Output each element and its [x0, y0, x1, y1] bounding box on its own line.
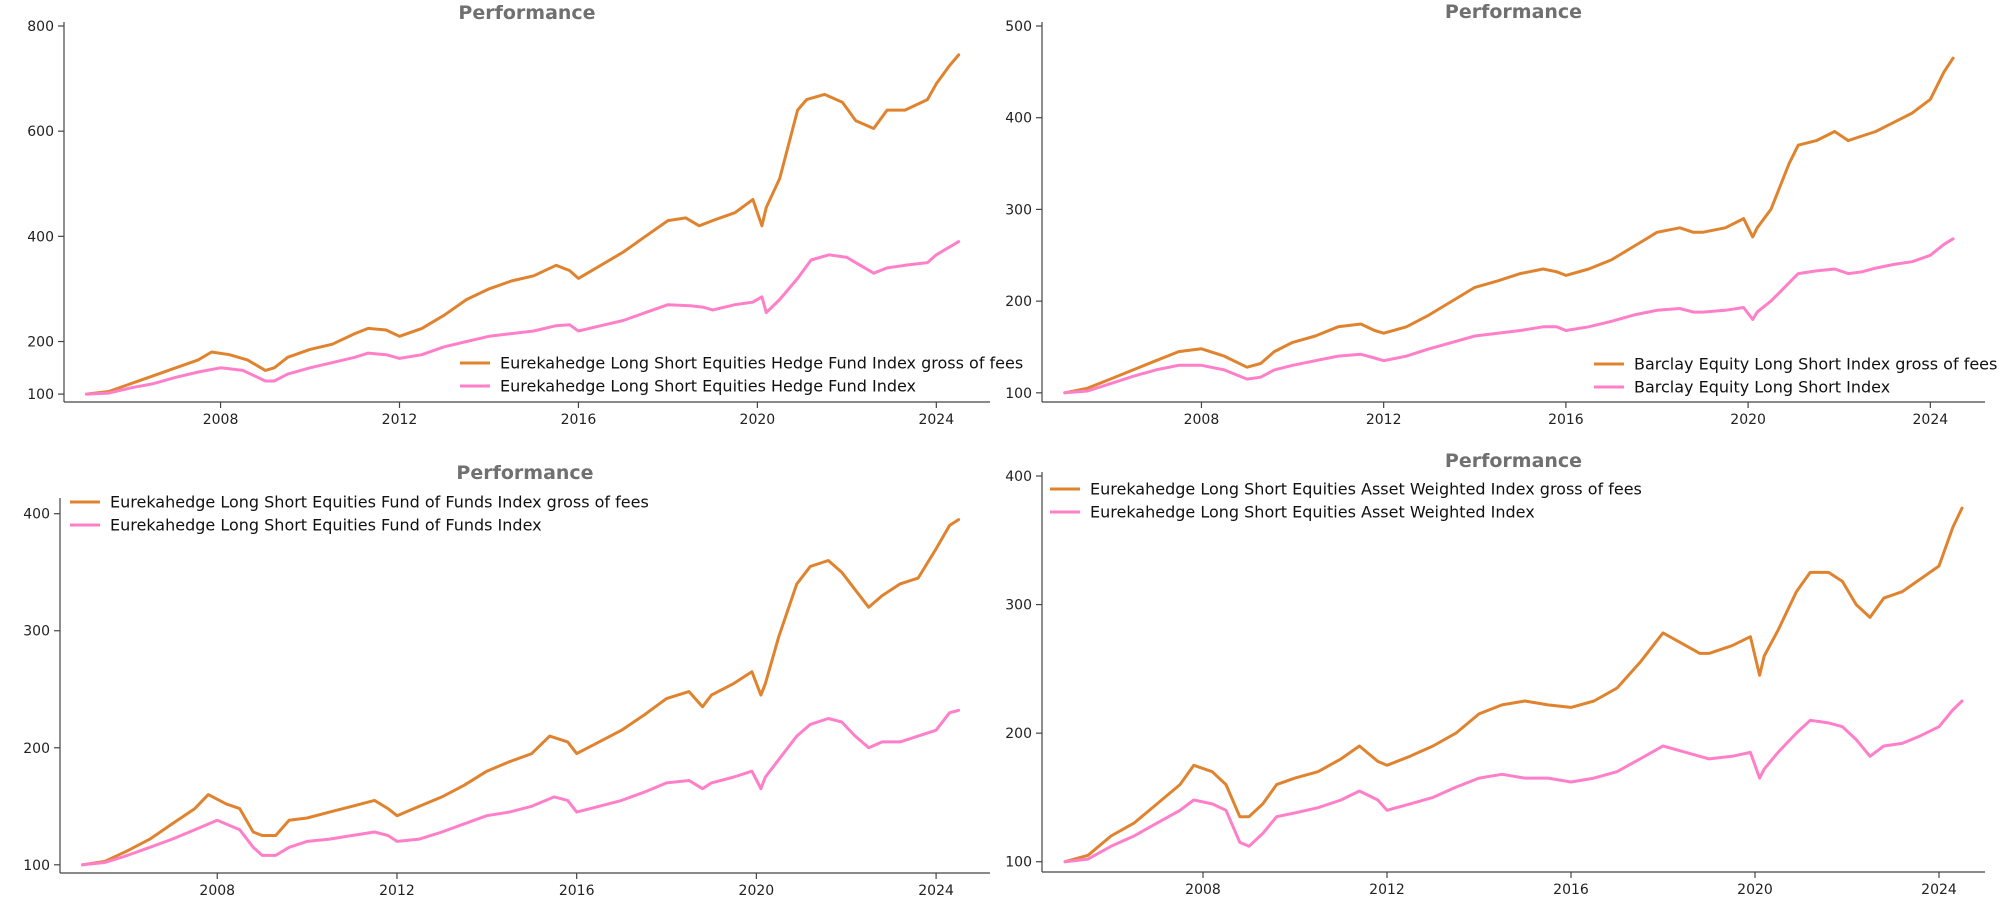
chart-3-svg: Performance 100 200 300 400 2008 2012 2016 2020 2…	[23, 462, 990, 899]
y-tick-label: 200	[1005, 726, 1032, 742]
y-tick-label: 300	[1005, 598, 1032, 614]
chart-title: Performance	[1445, 1, 1582, 23]
y-tick-label: 100	[27, 387, 54, 403]
x-tick-label: 2024	[1921, 882, 1957, 898]
y-tick-label: 300	[23, 624, 50, 640]
x-tick-label: 2008	[199, 883, 235, 899]
chart-panel-1: Performance 100 200 400 600 800 2008 2012 2016 20…	[0, 0, 1023, 440]
x-tick-label: 2020	[740, 412, 776, 428]
chart-1-svg: Performance 100 200 400 600 800 2008 2012 2016 20…	[27, 2, 1023, 428]
y-tick-label: 300	[1005, 202, 1032, 218]
series-line-net	[84, 240, 961, 396]
y-tick-label: 200	[23, 741, 50, 757]
x-tick-label: 2016	[1553, 882, 1589, 898]
y-tick-label: 400	[27, 229, 54, 245]
x-tick-label: 2020	[739, 883, 775, 899]
y-tick-label: 400	[1005, 111, 1032, 127]
y-tick-label: 800	[27, 19, 54, 35]
y-tick-label: 100	[1005, 855, 1032, 871]
x-tick-label: 2012	[1366, 412, 1402, 428]
y-tick-label: 200	[1005, 294, 1032, 310]
y-tick-label: 600	[27, 124, 54, 140]
chart-panel-3: Performance 100 200 300 400 2008 2012 2016 2020 2…	[0, 450, 1000, 901]
x-tick-label: 2020	[1730, 412, 1766, 428]
x-tick-label: 2016	[561, 412, 597, 428]
legend-label: Eurekahedge Long Short Equities Asset We…	[1090, 480, 1642, 499]
series-line-gross-of-fees	[1063, 506, 1964, 864]
chart-title: Performance	[1445, 450, 1582, 472]
legend-label: Eurekahedge Long Short Equities Hedge Fu…	[500, 354, 1023, 373]
y-tick-label: 400	[23, 507, 50, 523]
chart-4-svg: Performance 100 200 300 400 2008 2012 2016 2020 2…	[1005, 450, 1985, 898]
y-tick-label: 100	[1005, 386, 1032, 402]
chart-2-svg: Performance 100 200 300 400 500 2008 2012 2016 20…	[1005, 1, 1997, 428]
x-tick-label: 2012	[382, 412, 418, 428]
legend-label: Barclay Equity Long Short Index gross of…	[1634, 355, 1997, 374]
y-tick-label: 200	[27, 335, 54, 351]
x-tick-label: 2020	[1737, 882, 1773, 898]
y-tick-label: 400	[1005, 469, 1032, 485]
series-line-net	[1063, 237, 1955, 395]
legend-label: Eurekahedge Long Short Equities Fund of …	[110, 493, 649, 512]
series-line-gross-of-fees	[81, 518, 961, 867]
x-tick-label: 2008	[1184, 412, 1220, 428]
chart-panel-2: Performance 100 200 300 400 500 2008 2012 2016 20…	[1000, 0, 1999, 440]
legend-label: Eurekahedge Long Short Equities Hedge Fu…	[500, 377, 916, 396]
legend-label: Barclay Equity Long Short Index	[1634, 378, 1890, 397]
x-tick-label: 2024	[918, 883, 954, 899]
chart-panel-4: Performance 100 200 300 400 2008 2012 2016 2020 2…	[1000, 450, 1999, 901]
x-tick-label: 2012	[379, 883, 415, 899]
legend-label: Eurekahedge Long Short Equities Asset We…	[1090, 503, 1535, 522]
x-tick-label: 2016	[1548, 412, 1584, 428]
x-tick-label: 2024	[1913, 412, 1949, 428]
chart-title: Performance	[456, 462, 593, 484]
series-line-gross-of-fees	[84, 53, 961, 396]
x-tick-label: 2012	[1369, 882, 1405, 898]
y-tick-label: 500	[1005, 19, 1032, 35]
legend-label: Eurekahedge Long Short Equities Fund of …	[110, 516, 542, 535]
series-line-net	[81, 708, 961, 867]
y-tick-label: 100	[23, 858, 50, 874]
series-line-net	[1063, 699, 1964, 864]
chart-title: Performance	[458, 2, 595, 24]
x-tick-label: 2008	[203, 412, 239, 428]
x-tick-label: 2016	[559, 883, 595, 899]
x-tick-label: 2024	[918, 412, 954, 428]
series-line-gross-of-fees	[1063, 56, 1955, 395]
x-tick-label: 2008	[1185, 882, 1221, 898]
